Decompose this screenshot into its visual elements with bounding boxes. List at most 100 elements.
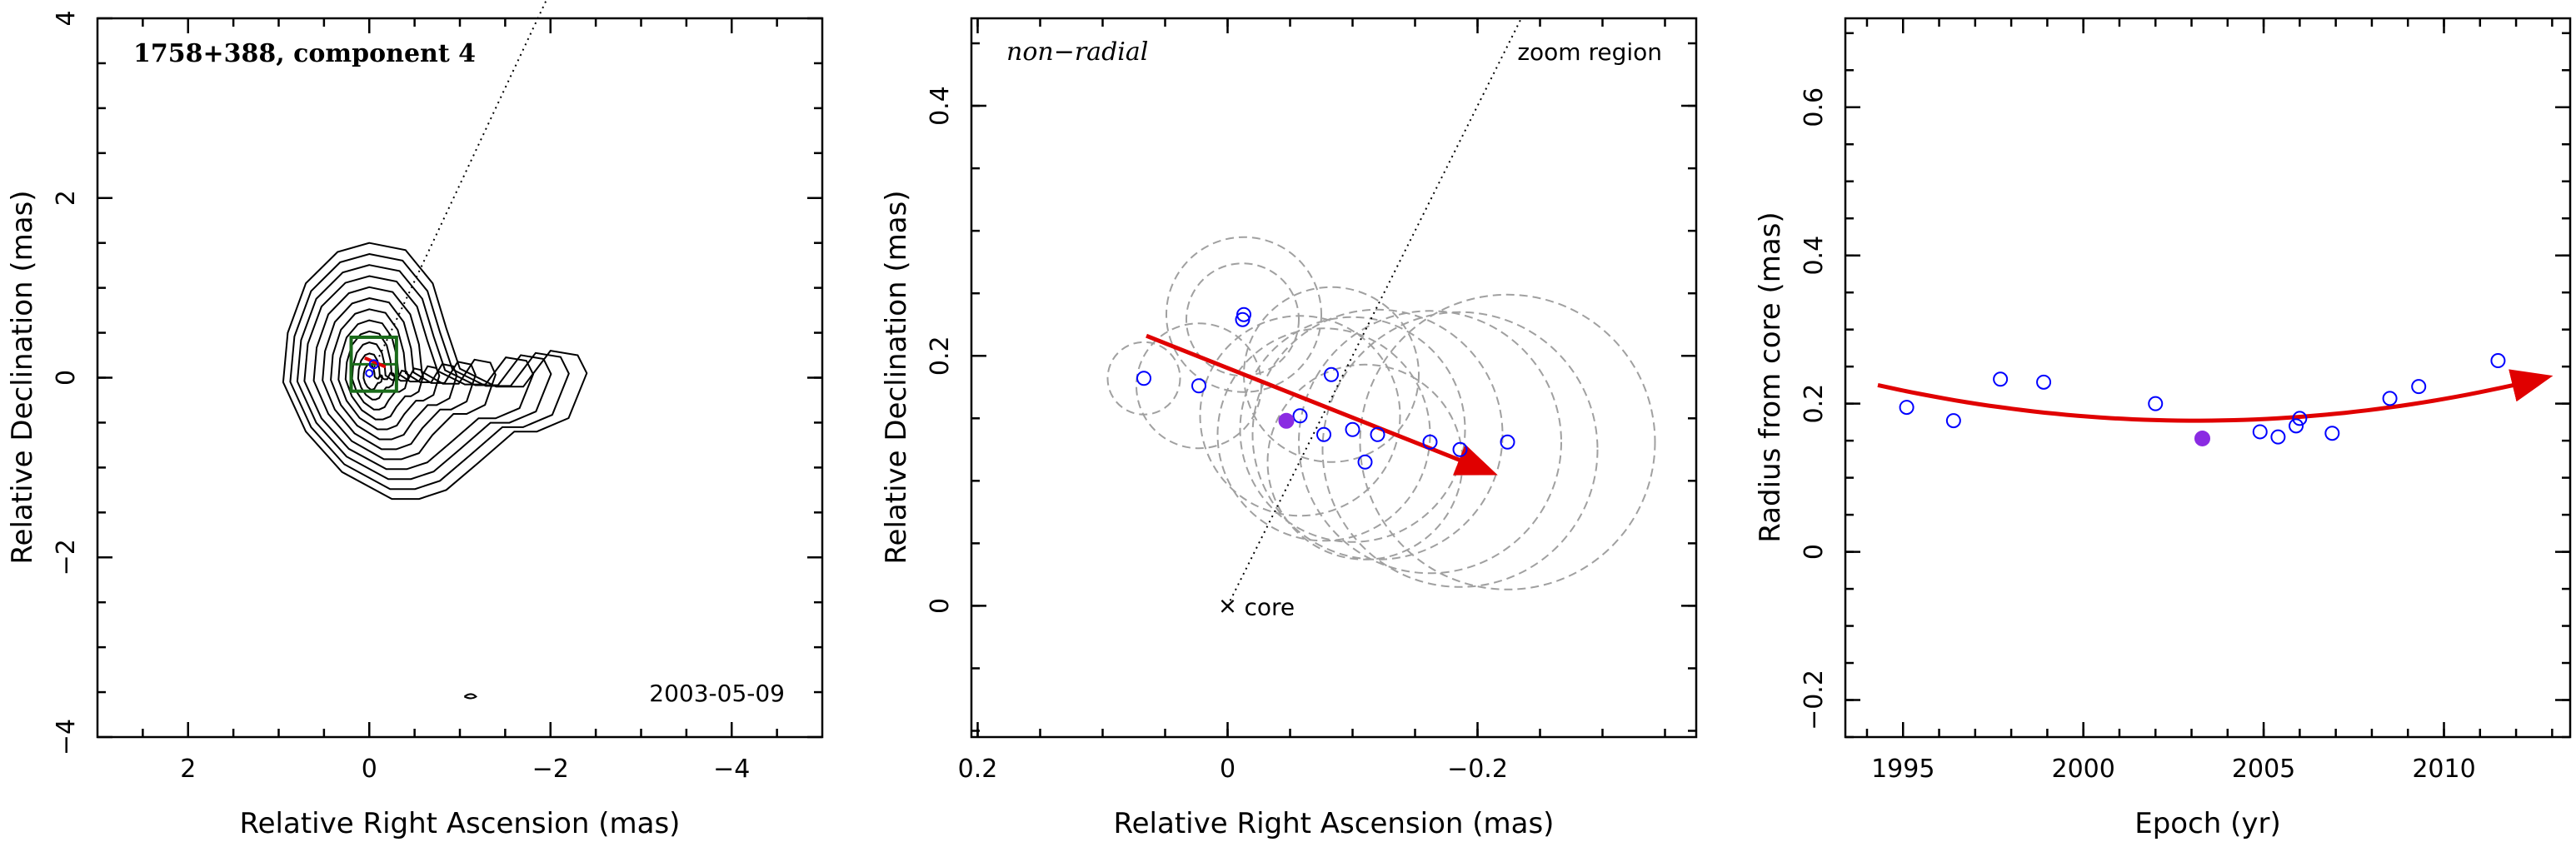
panel-title: non−radial [1006,37,1148,67]
component-size-circle [1321,311,1599,588]
component-size-circle [1359,293,1656,590]
y-tick-label: 0.4 [1800,236,1829,276]
contour-overlays [349,0,547,700]
axis-ticks: 1995 2000 2005 2010 −0.2 0 0.2 0.4 0.6 [1800,18,2570,784]
x-tick-label: −4 [713,755,750,784]
data-point [1500,434,1515,450]
data-point [2411,379,2427,395]
jet-direction-line [368,0,547,378]
data-point [2490,353,2506,369]
zoom-content: × core [1106,18,1656,620]
x-tick-label: 2 [180,755,196,784]
data-point [1316,426,1331,442]
y-tick-label: 2 [52,190,81,206]
contour-level [289,252,570,491]
fit-curve [1877,369,2554,423]
y-axis-label: Relative Declination (mas) [6,190,39,564]
motion-arrow [364,356,387,369]
jet-direction-line [1226,18,1522,606]
data-point [1324,366,1339,382]
contour-level [303,275,535,471]
y-tick-label: 0.4 [926,86,955,126]
y-tick-label: 0.6 [1800,87,1829,127]
data-point [2252,424,2268,440]
core-label: core [1245,593,1295,620]
y-tick-label: 4 [52,10,81,26]
data-point [1345,421,1360,437]
core-marker [365,369,374,378]
data-point [1899,400,1915,416]
component-size-circle [1106,341,1181,416]
contour-level [322,296,477,451]
contour-level [337,319,441,431]
data-point [1292,408,1308,424]
y-axis-label: Radius from core (mas) [1754,212,1787,542]
axis-ticks: 2 0 −2 −4 −4 −2 0 2 4 [52,10,822,784]
core-cross: × [1218,591,1237,619]
component-size-circle [1199,315,1401,517]
data-point [1370,426,1385,442]
data-point [2292,411,2308,426]
x-axis-label: Relative Right Ascension (mas) [1114,807,1555,840]
panel-radius-epoch: 1995 2000 2005 2010 −0.2 0 0.2 0.4 0.6 Epoch (yr… [1754,17,2572,840]
plot-frame [1844,17,2572,739]
data-point [2036,374,2052,390]
x-tick-label: −2 [532,755,569,784]
x-tick-label: 2005 [2232,755,2295,784]
contour-level [330,308,458,441]
x-tick-label: 2010 [2412,755,2475,784]
x-tick-label: 0 [1220,755,1236,784]
y-tick-label: −2 [52,539,81,575]
data-point [1136,371,1151,386]
panel-zoom-scatter: × core 0.2 0 −0.2 0 0.2 0.4 non−radial zoom re… [880,17,1698,840]
data-point [2148,396,2164,411]
y-tick-label: 0 [926,598,955,614]
highlight-point [1278,412,1295,429]
x-axis-label: Relative Right Ascension (mas) [240,807,681,840]
x-axis-label: Epoch (yr) [2134,807,2281,840]
zoom-label: zoom region [1517,38,1662,66]
x-tick-label: 2000 [2051,755,2114,784]
contour-level [362,363,383,391]
data-point [1235,311,1251,327]
data-point [2324,426,2340,441]
component-size-circle [1298,310,1562,575]
x-tick-label: 0.2 [958,755,998,784]
data-point [2270,429,2286,445]
data-point [1422,434,1438,450]
x-tick-label: 1995 [1871,755,1934,784]
data-point [2289,418,2304,434]
data-point [1357,454,1373,470]
component-size-circle [1136,322,1262,450]
contour-level [282,242,588,501]
data-point [1191,378,1206,394]
beam-ellipse [463,693,478,700]
epoch-date: 2003-05-09 [649,680,785,707]
highlight-point [2194,430,2211,446]
contour-level [312,286,497,461]
data-point [1452,441,1468,457]
y-tick-label: 0 [1800,544,1829,560]
component-size-circle [1166,236,1322,393]
zoom-clip-group [1106,18,1656,606]
y-tick-label: 0.2 [926,336,955,376]
x-tick-label: 0 [362,755,377,784]
motion-arrow [1146,333,1498,476]
y-tick-label: 0 [52,370,81,386]
panel-contour-map: 2 0 −2 −4 −4 −2 0 2 4 1758+388, component 4 2003… [6,0,824,840]
component-size-circle [1239,316,1466,543]
panel-title: 1758+388, component 4 [133,39,476,68]
contour-map [282,242,588,501]
component-size-circle [1251,308,1504,561]
component-size-circle [1243,286,1420,463]
data-point [1993,371,2009,387]
data-point [1945,413,1961,429]
x-tick-label: −0.2 [1447,755,1508,784]
y-tick-label: −0.2 [1800,670,1829,730]
radius-content [1877,353,2554,446]
y-tick-label: 0.2 [1800,384,1829,424]
component-size-circle [1216,327,1431,542]
plot-frame [970,17,1698,739]
data-point [2382,391,2398,406]
